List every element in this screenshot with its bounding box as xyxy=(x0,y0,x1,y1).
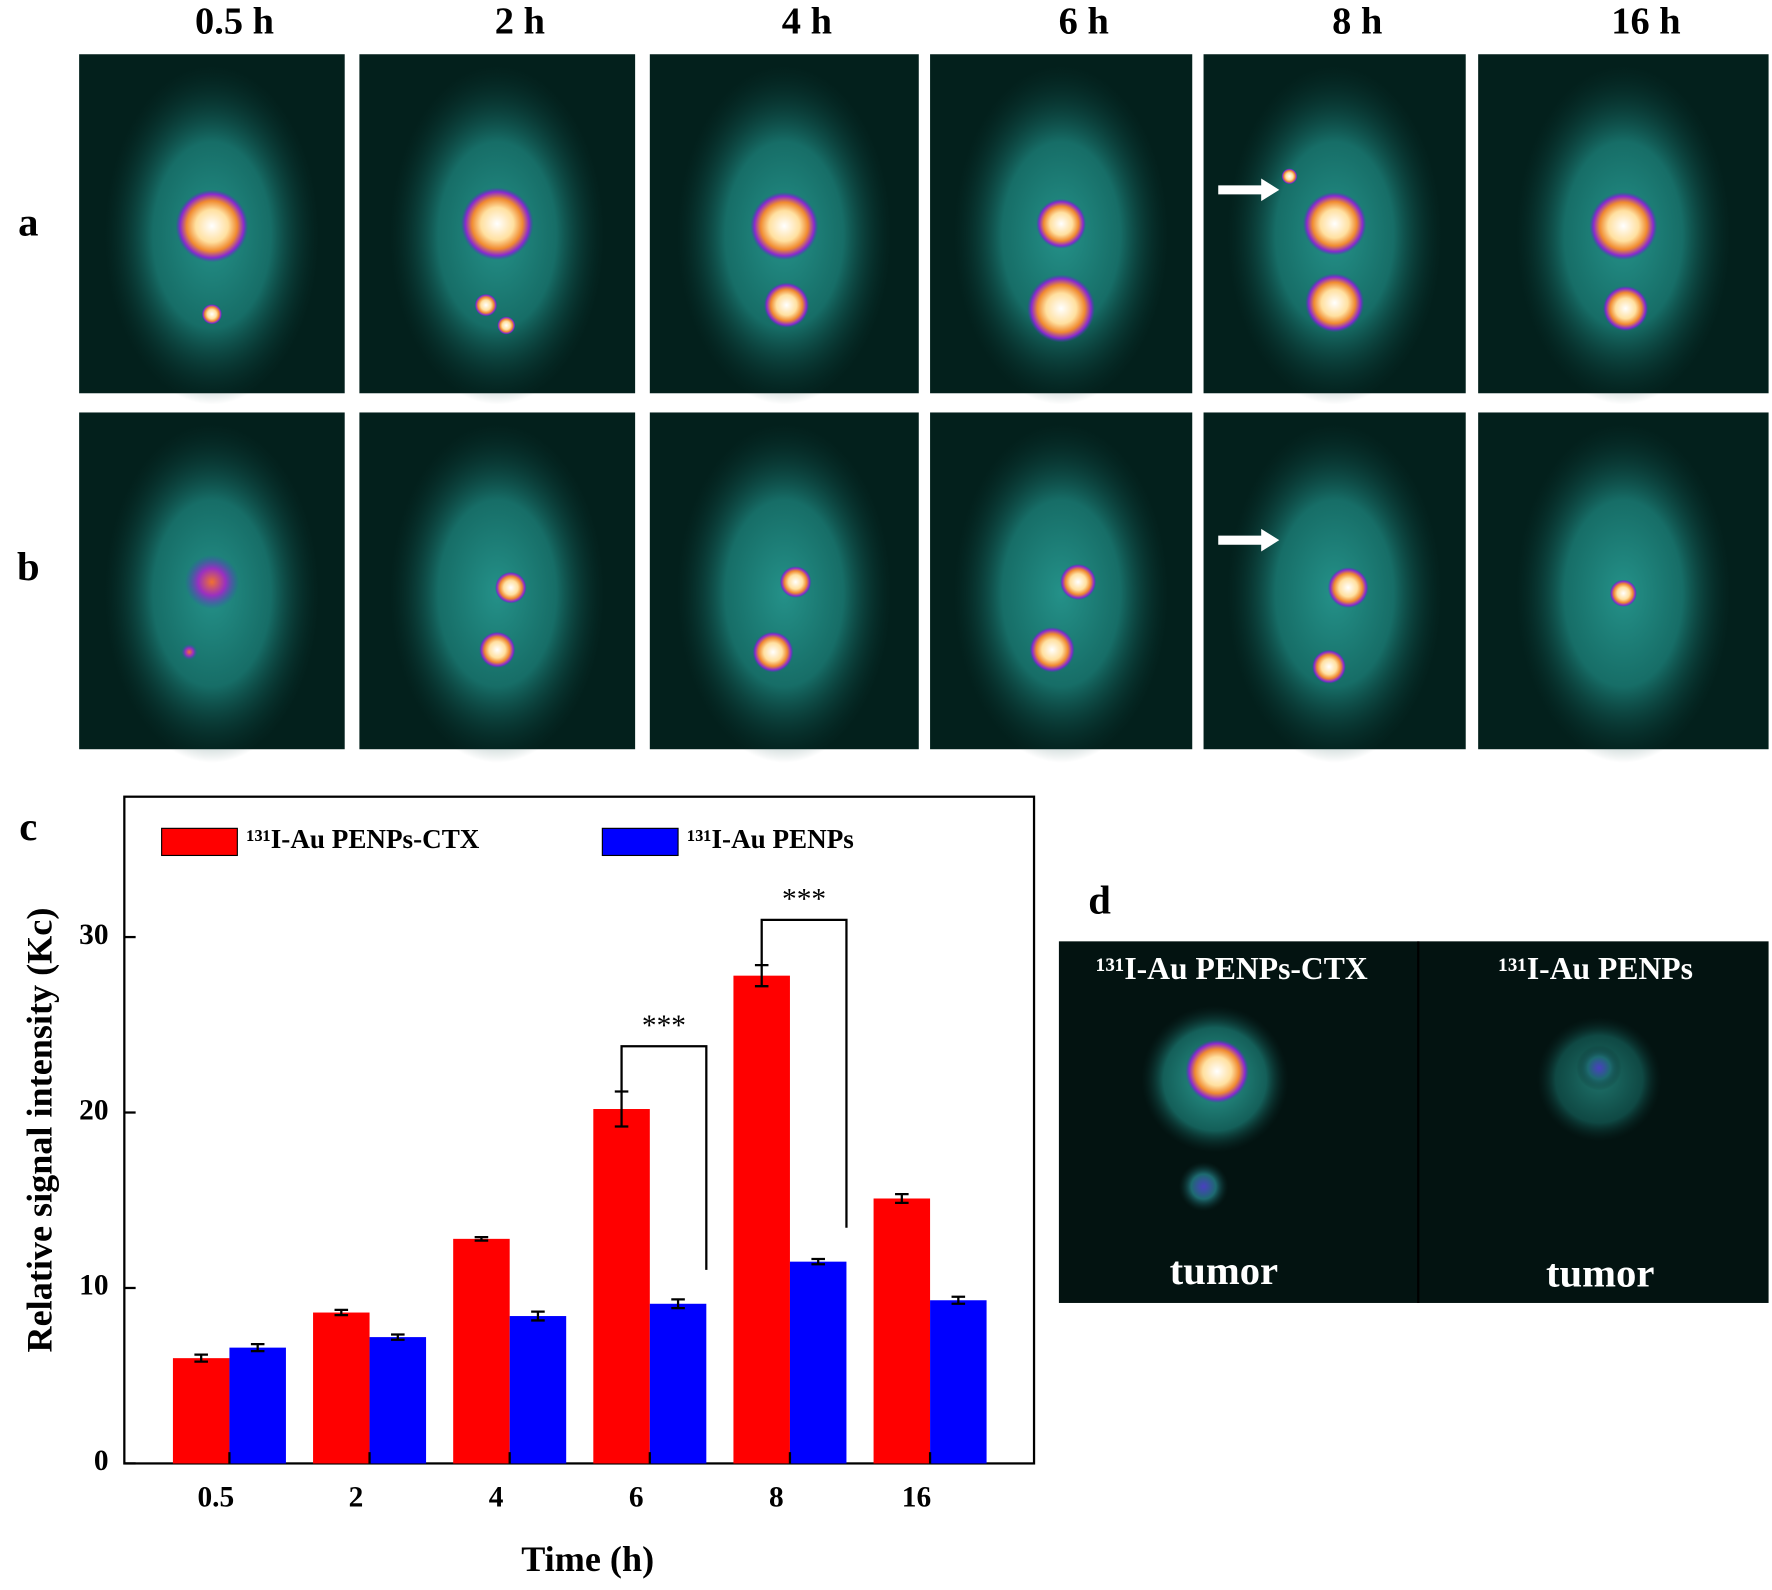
x-tick-label: 16 xyxy=(902,1481,931,1513)
legend-label: ¹³¹I-Au PENPs-CTX xyxy=(246,824,479,854)
hot-spot xyxy=(201,303,223,325)
bar xyxy=(873,1198,931,1464)
error-bar xyxy=(531,1310,545,1322)
image-panels xyxy=(79,54,1769,763)
error-bar xyxy=(895,1192,909,1205)
panel-d: ¹³¹I-Au PENPs-CTX ¹³¹I-Au PENPs tumor tu… xyxy=(1058,941,1769,1303)
hot-spot xyxy=(779,566,812,598)
hot-spot xyxy=(1027,274,1096,343)
hot-spot xyxy=(494,571,527,604)
significance-label: *** xyxy=(782,884,826,916)
significance-bracket xyxy=(760,918,848,1228)
bar xyxy=(789,1261,847,1464)
image-label: tumor xyxy=(1170,1248,1278,1293)
error-bar xyxy=(811,1257,825,1266)
panel-label: c xyxy=(19,804,37,849)
y-tick-label: 0 xyxy=(94,1445,109,1477)
hot-spot xyxy=(1302,192,1367,256)
body-glow xyxy=(953,423,1169,763)
y-tick-label: 30 xyxy=(79,919,108,951)
error-bar xyxy=(951,1295,966,1305)
significance-bracket xyxy=(620,1045,708,1270)
bar xyxy=(930,1300,987,1464)
x-tick-label: 6 xyxy=(629,1481,644,1513)
y-tick-label: 20 xyxy=(79,1094,108,1126)
error-bar xyxy=(474,1235,489,1242)
plot-frame xyxy=(123,795,1036,1465)
hot-spot xyxy=(1029,627,1075,673)
hot-spot xyxy=(1036,198,1087,249)
bar xyxy=(509,1316,567,1464)
column-title: 0.5 h xyxy=(195,1,274,43)
hot-spot xyxy=(181,644,198,660)
legend-swatch xyxy=(601,827,679,857)
hot-spot xyxy=(1327,567,1369,608)
error-bar xyxy=(250,1342,265,1353)
hot-spot xyxy=(1281,168,1298,185)
hot-spot xyxy=(461,187,534,260)
bar xyxy=(172,1358,230,1464)
image-label: tumor xyxy=(1546,1250,1654,1295)
hot-spot xyxy=(497,316,516,335)
hot-spot xyxy=(763,282,810,328)
hot-spot xyxy=(1609,579,1637,607)
panel-label: b xyxy=(17,544,40,589)
column-title: 8 h xyxy=(1332,1,1382,43)
body-glow xyxy=(676,423,892,763)
bar xyxy=(229,1347,286,1464)
panel-label: d xyxy=(1088,877,1111,922)
blob xyxy=(1178,1161,1229,1212)
arrow xyxy=(1218,528,1280,552)
bar xyxy=(733,975,790,1464)
legend-swatch xyxy=(161,827,238,857)
error-bar xyxy=(671,1298,685,1310)
hot-spot xyxy=(184,554,240,610)
image-title: ¹³¹I-Au PENPs xyxy=(1498,951,1692,986)
x-axis-label: Time (h) xyxy=(521,1539,654,1579)
error-bar xyxy=(194,1353,208,1363)
error-bar xyxy=(754,964,769,988)
image-title: ¹³¹I-Au PENPs-CTX xyxy=(1096,951,1368,986)
arrow xyxy=(1218,178,1280,202)
column-title: 4 h xyxy=(782,1,832,43)
hot-spot xyxy=(479,631,516,668)
hot-spot xyxy=(750,192,819,260)
hot-spot xyxy=(1589,192,1658,260)
x-tick-label: 8 xyxy=(769,1481,784,1513)
bar xyxy=(369,1337,427,1464)
bar xyxy=(593,1109,650,1464)
panel-label: a xyxy=(18,199,38,244)
x-tick-label: 2 xyxy=(349,1481,364,1513)
bar xyxy=(649,1303,707,1464)
error-bar xyxy=(334,1308,349,1317)
x-tick-label: 0.5 xyxy=(198,1481,235,1513)
hot-spot xyxy=(1312,649,1346,684)
hot-spot xyxy=(1603,285,1649,332)
hot-spot xyxy=(175,189,249,263)
blob xyxy=(1185,1039,1249,1103)
column-title: 2 h xyxy=(495,1,545,43)
error-bar xyxy=(391,1333,405,1341)
y-axis-label: Relative signal intensity (Kc) xyxy=(19,908,59,1353)
x-tick-label: 4 xyxy=(489,1481,504,1513)
hot-spot xyxy=(474,293,498,317)
y-tick-label: 10 xyxy=(79,1270,108,1302)
column-title: 16 h xyxy=(1611,1,1680,43)
blob xyxy=(1576,1045,1622,1091)
significance-label: *** xyxy=(642,1010,686,1042)
legend-label: ¹³¹I-Au PENPs xyxy=(687,824,854,854)
hot-spot xyxy=(1060,563,1097,601)
bar xyxy=(313,1312,370,1464)
hot-spot xyxy=(752,631,794,673)
hot-spot xyxy=(1305,273,1365,333)
bar xyxy=(453,1238,510,1464)
column-title: 6 h xyxy=(1059,1,1109,43)
